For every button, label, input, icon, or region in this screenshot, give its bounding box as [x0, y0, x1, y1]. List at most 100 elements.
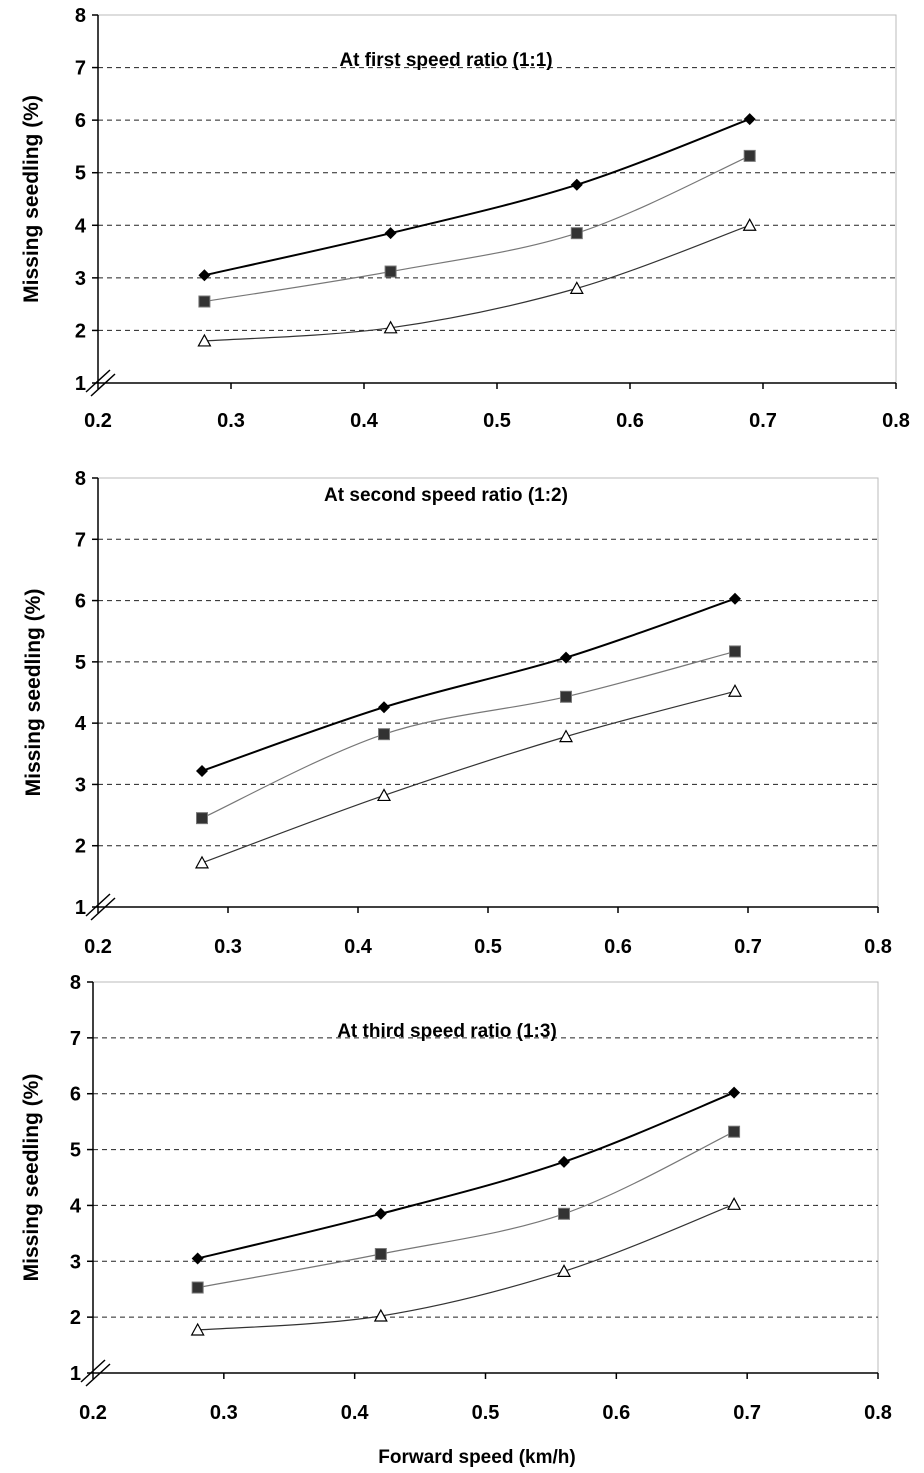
series-diamond — [198, 113, 756, 282]
x-tick-label: 0.7 — [734, 936, 762, 958]
data-point-triangle — [556, 1264, 572, 1277]
series-triangle — [194, 684, 743, 869]
data-point-diamond — [374, 1207, 387, 1220]
y-tick-label: 8 — [70, 972, 81, 994]
data-point-diamond — [560, 651, 572, 664]
series-line — [201, 597, 736, 772]
x-tick-label: 0.4 — [350, 410, 379, 432]
x-tick-label: 0.4 — [341, 1402, 370, 1424]
y-tick-label: 6 — [75, 591, 86, 613]
data-point-triangle — [727, 1197, 742, 1210]
x-tick-label: 0.2 — [84, 936, 112, 958]
data-point-triangle — [194, 855, 210, 869]
series-line — [201, 650, 736, 819]
y-tick-label: 1 — [75, 373, 86, 395]
x-tick-label: 0.8 — [864, 1402, 892, 1424]
y-tick-label: 7 — [75, 58, 86, 80]
x-tick-label: 0.3 — [210, 1402, 238, 1424]
series-square — [191, 1125, 741, 1294]
series-line — [204, 155, 750, 303]
series-line — [197, 1131, 735, 1289]
x-tick-label: 0.5 — [474, 936, 502, 958]
series-line — [201, 690, 736, 864]
y-tick-label: 4 — [70, 1195, 82, 1217]
data-point-square — [384, 265, 397, 278]
series-triangle — [197, 218, 757, 347]
series-triangle — [190, 1197, 742, 1336]
data-point-diamond — [570, 178, 583, 191]
data-point-square — [729, 645, 741, 658]
y-tick-label: 2 — [70, 1307, 81, 1329]
y-tick-label: 3 — [75, 268, 86, 290]
y-axis-label: Missing seedling (%) — [20, 1074, 43, 1282]
series-diamond — [196, 592, 741, 777]
y-tick-label: 3 — [70, 1251, 81, 1273]
y-tick-label: 1 — [70, 1363, 81, 1385]
x-tick-label: 0.5 — [472, 1402, 500, 1424]
data-point-square — [374, 1248, 387, 1261]
y-tick-label: 7 — [70, 1028, 81, 1050]
x-tick-label: 0.4 — [344, 936, 373, 958]
data-point-square — [560, 690, 572, 703]
y-tick-label: 6 — [70, 1084, 81, 1106]
data-point-diamond — [728, 1086, 741, 1099]
y-tick-label: 6 — [75, 110, 86, 132]
data-point-diamond — [558, 1155, 570, 1168]
data-point-triangle — [190, 1322, 205, 1336]
data-point-square — [743, 149, 756, 162]
data-point-diamond — [384, 227, 397, 240]
x-tick-label: 0.2 — [79, 1402, 107, 1424]
data-point-diamond — [729, 592, 741, 605]
series-line — [204, 118, 751, 277]
y-tick-label: 3 — [75, 774, 86, 796]
series-line — [197, 1203, 735, 1331]
x-tick-label: 0.6 — [602, 1402, 630, 1424]
series-diamond — [191, 1086, 741, 1265]
chart-title: At third speed ratio (1:3) — [337, 1021, 557, 1042]
data-point-triangle — [569, 281, 584, 294]
data-point-square — [196, 812, 208, 825]
data-point-triangle — [742, 218, 757, 231]
data-point-square — [570, 227, 583, 240]
y-tick-label: 8 — [75, 468, 86, 490]
axis-break-mark — [85, 369, 116, 397]
y-axis-label: Missing seedling (%) — [22, 589, 45, 797]
data-point-square — [198, 295, 211, 308]
x-tick-label: 0.8 — [864, 936, 892, 958]
data-point-diamond — [378, 701, 390, 714]
plot-area — [97, 477, 879, 908]
y-axis-label: Missing seedling (%) — [20, 95, 43, 303]
data-point-square — [191, 1281, 204, 1294]
series-line — [204, 224, 750, 342]
series-square — [198, 149, 756, 308]
y-tick-label: 1 — [75, 897, 86, 919]
y-tick-label: 5 — [75, 652, 86, 674]
x-tick-label: 0.3 — [217, 410, 245, 432]
chart-panel-second-ratio: 1 2 3 4 5 6 7 8 0.2 0.3 0.4 0.5 0.6 0.7 0.8 At second s… — [22, 468, 892, 958]
x-tick-label: 0.6 — [616, 410, 644, 432]
data-point-diamond — [191, 1252, 204, 1265]
x-tick-label: 0.7 — [733, 1402, 761, 1424]
data-point-square — [728, 1125, 741, 1138]
axis-break-mark — [85, 893, 116, 921]
y-tick-label: 2 — [75, 836, 86, 858]
series-square — [196, 645, 741, 825]
data-point-triangle — [727, 684, 743, 697]
y-tick-label: 4 — [75, 713, 87, 735]
chart-title: At first speed ratio (1:1) — [339, 50, 552, 71]
axis-break-mark — [80, 1359, 111, 1387]
y-tick-label: 5 — [75, 163, 86, 185]
data-point-triangle — [376, 788, 392, 802]
y-tick-label: 5 — [70, 1140, 81, 1162]
series-line — [197, 1091, 735, 1260]
chart-panel-third-ratio: 1 2 3 4 5 6 7 8 0.2 0.3 0.4 0.5 0.6 0.7 0.8 At third sp… — [20, 972, 892, 1424]
data-point-square — [558, 1207, 570, 1220]
y-tick-label: 8 — [75, 5, 86, 27]
data-point-diamond — [743, 113, 756, 126]
data-point-triangle — [373, 1308, 388, 1322]
y-tick-label: 7 — [75, 529, 86, 551]
chart-panel-first-ratio: 1 2 3 4 5 6 7 8 0.2 0.3 0.4 0.5 0.6 0.7 0.8 At first sp… — [20, 5, 910, 432]
x-tick-label: 0.8 — [882, 410, 910, 432]
data-point-triangle — [558, 729, 574, 743]
